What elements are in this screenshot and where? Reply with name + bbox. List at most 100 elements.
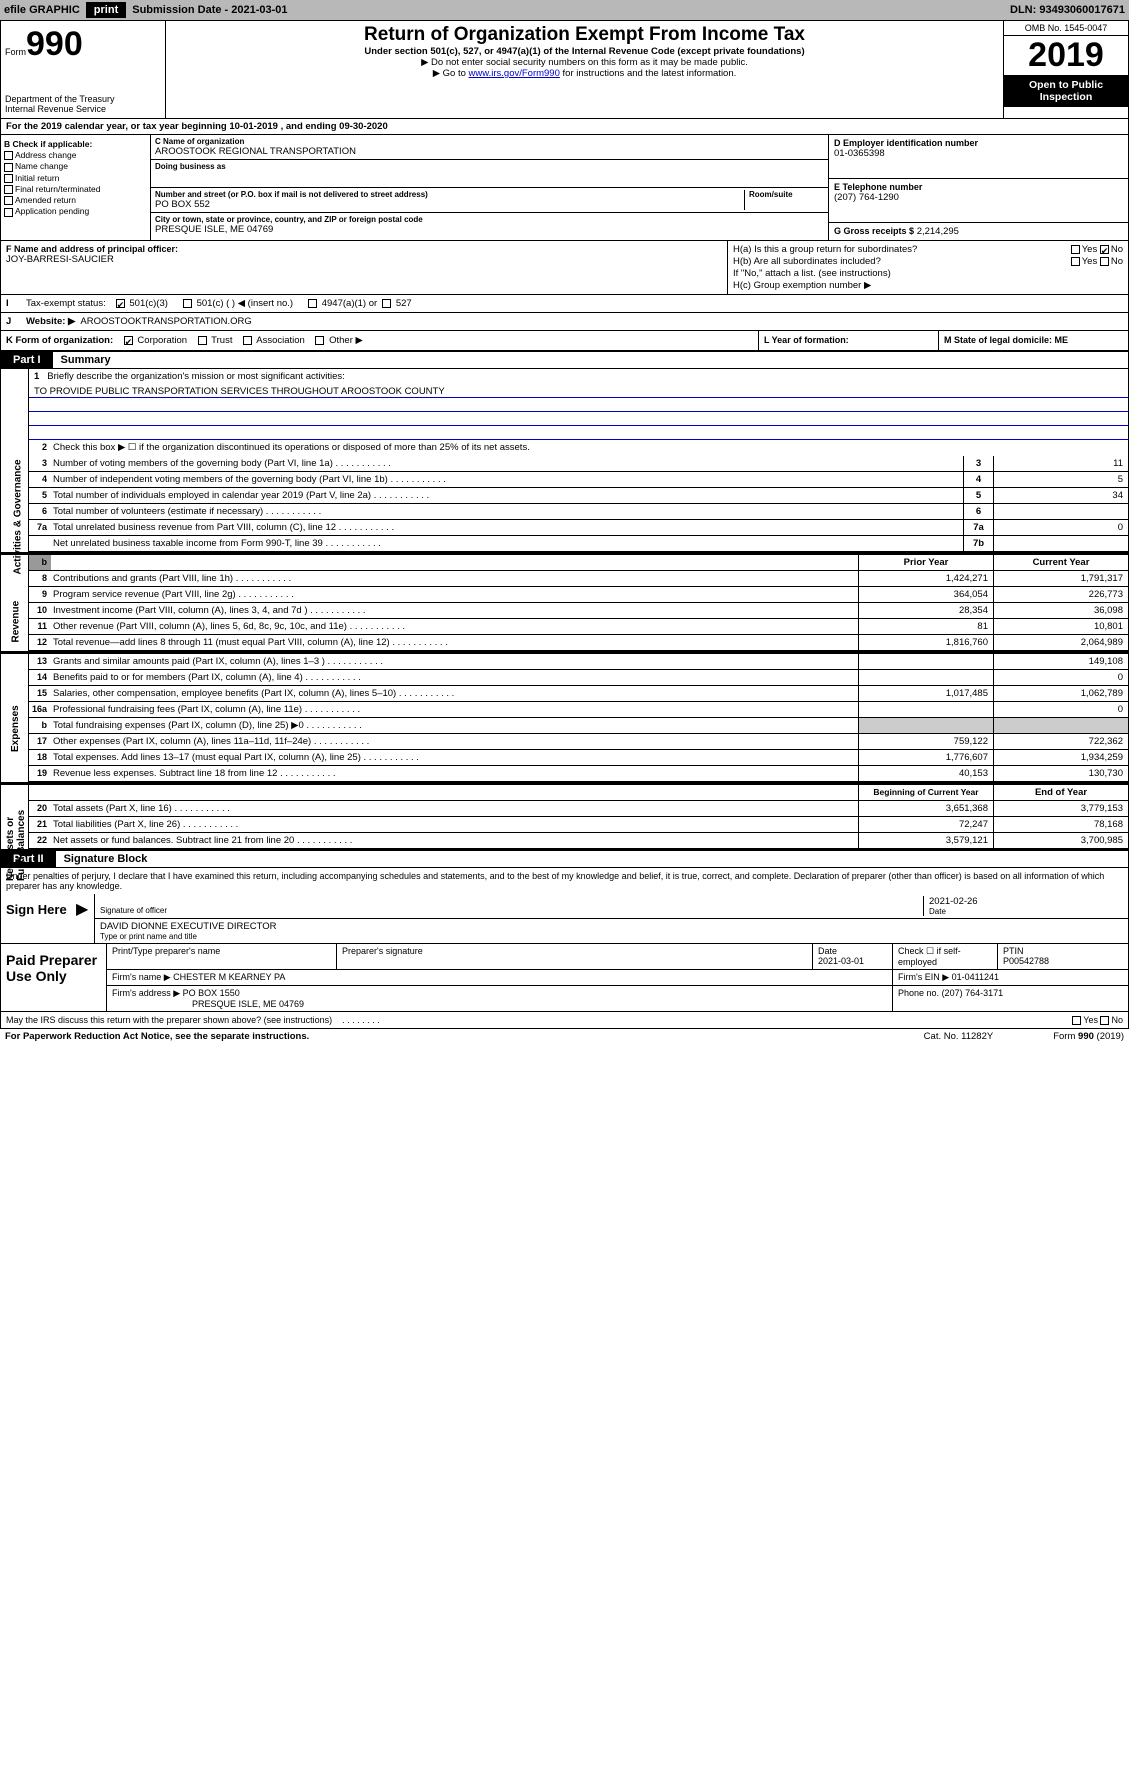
tab-col-netassets: Net Assets orFund Balances: [1, 785, 29, 849]
mission-blank-3: [29, 426, 1128, 440]
main-title: Return of Organization Exempt From Incom…: [169, 24, 1000, 46]
paid-preparer-block: Paid Preparer Use Only Print/Type prepar…: [0, 944, 1129, 1012]
section-c: C Name of organization AROOSTOOK REGIONA…: [151, 135, 828, 240]
website-value: AROOSTOOKTRANSPORTATION.ORG: [80, 316, 251, 327]
summary-line: 3Number of voting members of the governi…: [29, 456, 1128, 472]
checkbox-association[interactable]: Association: [243, 335, 305, 346]
signature-block: Under penalties of perjury, I declare th…: [0, 868, 1129, 944]
org-address: PO BOX 552: [155, 199, 744, 210]
discuss-yesno[interactable]: Yes No: [1072, 1015, 1123, 1025]
checkbox-501c[interactable]: 501(c) ( ) ◀ (insert no.): [183, 298, 293, 309]
checkbox-trust[interactable]: Trust: [198, 335, 233, 346]
revenue-line: 11Other revenue (Part VIII, column (A), …: [29, 619, 1128, 635]
tab-expenses: Expenses: [10, 687, 21, 752]
checkbox-final-return[interactable]: Final return/terminated: [4, 184, 147, 194]
firm-name: CHESTER M KEARNEY PA: [173, 972, 285, 982]
ha-yesno[interactable]: Yes No: [1071, 244, 1123, 255]
officer-printed-name: DAVID DIONNE EXECUTIVE DIRECTOR: [100, 921, 1123, 932]
declaration-text: Under penalties of perjury, I declare th…: [1, 868, 1128, 894]
revenue-line: 8Contributions and grants (Part VIII, li…: [29, 571, 1128, 587]
line-2: 2 Check this box ▶ ☐ if the organization…: [29, 440, 1128, 456]
tab-col-expenses: Expenses: [1, 654, 29, 782]
netassets-header: Beginning of Current Year End of Year: [29, 785, 1128, 801]
firm-address: PO BOX 1550: [183, 988, 240, 998]
phone-row: E Telephone number (207) 764-1290: [829, 179, 1128, 223]
checkbox-application[interactable]: Application pending: [4, 206, 147, 216]
officer-name: JOY-BARRESI-SAUCIER: [6, 254, 722, 265]
paid-preparer-label: Paid Preparer Use Only: [1, 944, 106, 1011]
form-label: Form: [5, 47, 26, 57]
part1-title: Summary: [53, 352, 1128, 368]
part1-label: Part I: [1, 352, 53, 368]
preparer-phone: (207) 764-3171: [942, 988, 1004, 998]
dba-row: Doing business as: [151, 160, 828, 188]
revenue-section: Revenue b Prior Year Current Year 8Contr…: [0, 553, 1129, 652]
tax-year: 2019: [1004, 36, 1128, 75]
m-state: M State of legal domicile: ME: [938, 331, 1128, 350]
hb-row: H(b) Are all subordinates included? Yes …: [733, 256, 1123, 267]
section-a: B Check if applicable: Address change Na…: [0, 135, 1129, 241]
mission-text: TO PROVIDE PUBLIC TRANSPORTATION SERVICE…: [29, 384, 1128, 398]
ptin-value: P00542788: [1003, 956, 1123, 966]
section-h: H(a) Is this a group return for subordin…: [728, 241, 1128, 294]
firm-addr-row: Firm's address ▶ PO BOX 1550 PRESQUE ISL…: [107, 986, 1128, 1011]
netassets-line: 20Total assets (Part X, line 16)3,651,36…: [29, 801, 1128, 817]
checkbox-name-change[interactable]: Name change: [4, 161, 147, 171]
checkbox-address-change[interactable]: Address change: [4, 150, 147, 160]
dln: DLN: 93493060017671: [1010, 4, 1125, 16]
sig-date: 2021-02-26: [929, 896, 1123, 907]
org-city: PRESQUE ISLE, ME 04769: [155, 224, 824, 235]
org-name: AROOSTOOK REGIONAL TRANSPORTATION: [155, 146, 824, 157]
checkbox-501c3[interactable]: 501(c)(3): [116, 298, 168, 309]
checkbox-527[interactable]: 527: [382, 298, 412, 309]
row-i: I Tax-exempt status: 501(c)(3) 501(c) ( …: [0, 295, 1129, 313]
checkbox-initial-return[interactable]: Initial return: [4, 173, 147, 183]
check-self-employed[interactable]: Check ☐ if self-employed: [893, 944, 998, 969]
subtitle-link-row: ▶ Go to www.irs.gov/Form990 for instruct…: [169, 68, 1000, 79]
discuss-row: May the IRS discuss this return with the…: [0, 1012, 1129, 1029]
summary-line: 7aTotal unrelated business revenue from …: [29, 520, 1128, 536]
submission-date: Submission Date - 2021-03-01: [132, 4, 287, 16]
subtitle-ssn: ▶ Do not enter social security numbers o…: [169, 57, 1000, 68]
part2-header: Part II Signature Block: [0, 850, 1129, 868]
gross-row: G Gross receipts $ 2,214,295: [829, 223, 1128, 240]
sign-here-row: Sign Here ▶ Signature of officer 2021-02…: [1, 894, 1128, 943]
row-fgh: F Name and address of principal officer:…: [0, 241, 1129, 295]
subtitle-section: Under section 501(c), 527, or 4947(a)(1)…: [169, 46, 1000, 57]
hb-yesno[interactable]: Yes No: [1071, 256, 1123, 267]
part2-title: Signature Block: [56, 851, 1128, 867]
gross-value: 2,214,295: [917, 226, 959, 237]
print-button[interactable]: print: [86, 2, 126, 18]
tab-col-activities: Activities & Governance: [1, 369, 29, 552]
address-row: Number and street (or P.O. box if mail i…: [151, 188, 828, 213]
checkbox-4947[interactable]: 4947(a)(1) or: [308, 298, 377, 309]
revenue-line: 9Program service revenue (Part VIII, lin…: [29, 587, 1128, 603]
omb-number: OMB No. 1545-0047: [1004, 21, 1128, 36]
revenue-line: 10Investment income (Part VIII, column (…: [29, 603, 1128, 619]
netassets-line: 21Total liabilities (Part X, line 26)72,…: [29, 817, 1128, 833]
firm-ein: 01-0411241: [952, 972, 999, 982]
arrow-icon: ▶: [76, 894, 94, 943]
summary-line: Net unrelated business taxable income fr…: [29, 536, 1128, 552]
mission-blank-1: [29, 398, 1128, 412]
ein-value: 01-0365398: [834, 148, 1123, 159]
summary-expenses: 13Grants and similar amounts paid (Part …: [29, 654, 1128, 782]
expense-line: 15Salaries, other compensation, employee…: [29, 686, 1128, 702]
form-990-number: 990: [26, 25, 83, 63]
period-row: For the 2019 calendar year, or tax year …: [0, 119, 1129, 135]
paid-content: Print/Type preparer's name Preparer's si…: [106, 944, 1128, 1011]
expense-line: 17Other expenses (Part IX, column (A), l…: [29, 734, 1128, 750]
topbar: efile GRAPHIC print Submission Date - 20…: [0, 0, 1129, 20]
checkbox-corporation[interactable]: Corporation: [124, 335, 187, 346]
part1-header: Part I Summary: [0, 351, 1129, 369]
irs-link[interactable]: www.irs.gov/Form990: [469, 68, 560, 79]
checkbox-other[interactable]: Other ▶: [315, 335, 362, 346]
city-row: City or town, state or province, country…: [151, 213, 828, 237]
k-form-org: K Form of organization: Corporation Trus…: [1, 331, 758, 350]
hb-note: If "No," attach a list. (see instruction…: [733, 268, 1123, 279]
summary-line: 4Number of independent voting members of…: [29, 472, 1128, 488]
tab-col-revenue: Revenue: [1, 555, 29, 651]
phone-value: (207) 764-1290: [834, 192, 1123, 203]
checkbox-amended[interactable]: Amended return: [4, 195, 147, 205]
l-year-formation: L Year of formation:: [758, 331, 938, 350]
